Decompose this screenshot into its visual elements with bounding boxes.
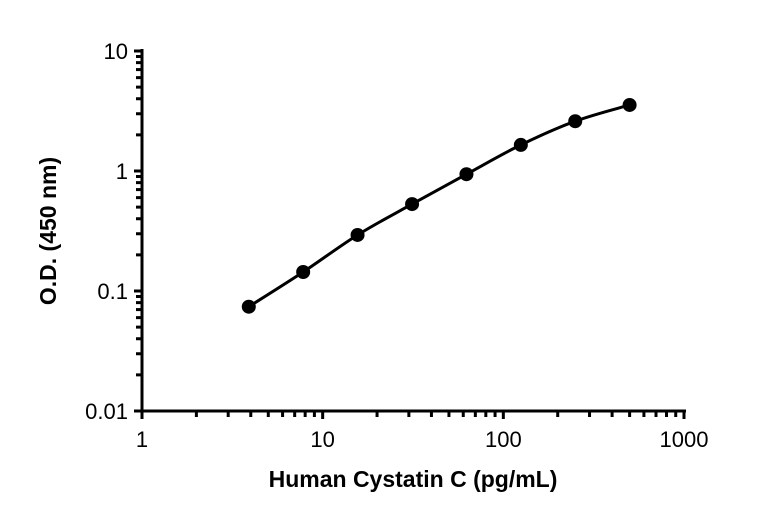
y-tick-label: 0.1 bbox=[97, 279, 128, 304]
data-point-marker bbox=[622, 97, 637, 112]
data-point-marker bbox=[350, 227, 365, 242]
data-points bbox=[241, 97, 637, 314]
y-tick-label: 0.01 bbox=[85, 399, 128, 424]
x-axis-title: Human Cystatin C (pg/mL) bbox=[269, 466, 558, 492]
x-tick-label: 1 bbox=[136, 427, 148, 452]
x-tick-label: 10 bbox=[310, 427, 334, 452]
data-point-marker bbox=[241, 299, 256, 314]
data-point-marker bbox=[513, 137, 528, 152]
data-point-marker bbox=[405, 197, 420, 212]
x-tick-label: 1000 bbox=[660, 427, 709, 452]
y-tick-label: 10 bbox=[104, 39, 128, 64]
x-axis-tick-labels: 1 10 100 1000 bbox=[136, 427, 709, 452]
data-point-marker bbox=[296, 264, 311, 279]
y-tick-label: 1 bbox=[116, 159, 128, 184]
data-point-marker bbox=[568, 114, 583, 129]
x-tick-label: 100 bbox=[485, 427, 522, 452]
data-point-marker bbox=[459, 167, 474, 182]
y-axis-tick-labels: 10 1 0.1 0.01 bbox=[85, 39, 128, 424]
y-axis-title: O.D. (450 nm) bbox=[35, 157, 61, 305]
